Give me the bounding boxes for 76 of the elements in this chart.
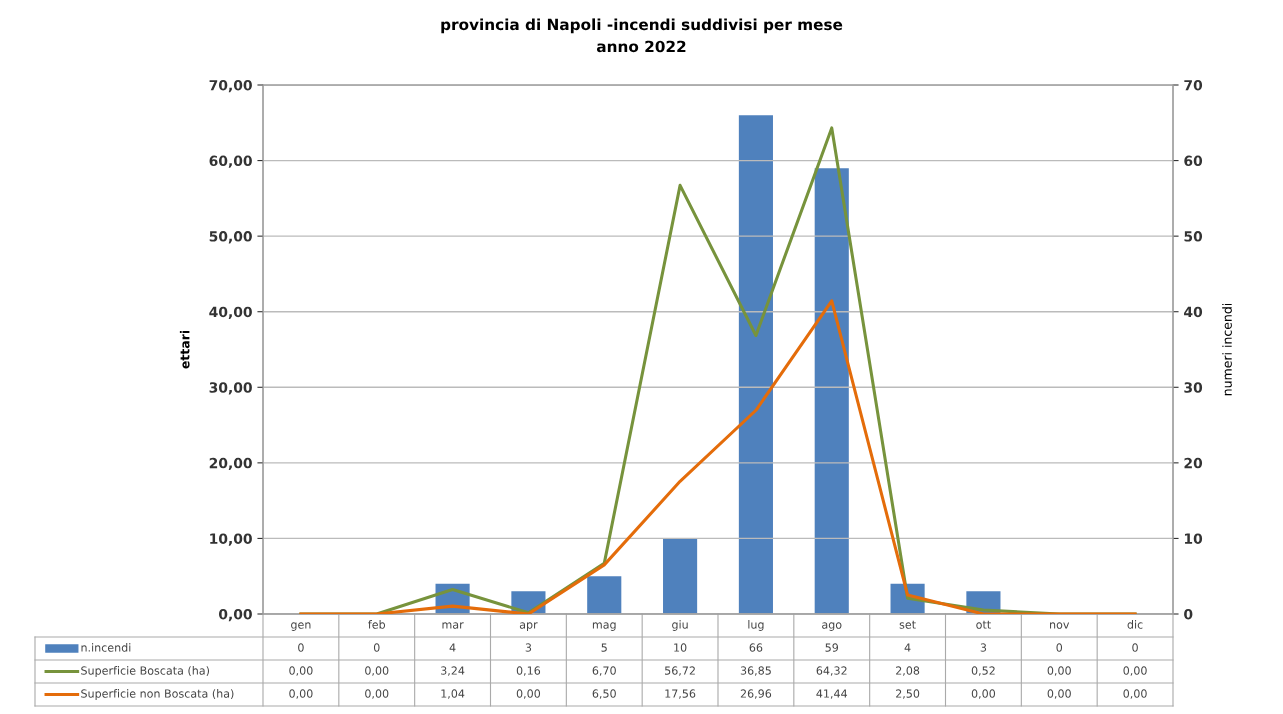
data-label: 66 — [749, 643, 763, 652]
data-label: 2,08 — [896, 666, 920, 676]
bar — [738, 115, 773, 614]
data-label: 5 — [601, 643, 607, 652]
data-label: 1,04 — [441, 689, 465, 699]
y2-tick-label: 50 — [1184, 231, 1203, 242]
x-tick-label: ott — [976, 620, 991, 629]
x-tick-label: set — [899, 620, 916, 629]
data-label: 0,16 — [516, 666, 541, 676]
data-label: 0,00 — [289, 666, 313, 676]
data-label: 17,56 — [665, 689, 696, 699]
x-tick-label: nov — [1050, 622, 1070, 629]
x-tick-label: giu — [672, 620, 688, 631]
y-axis-title: ettari — [179, 330, 190, 369]
y2-tick-label: 30 — [1184, 382, 1203, 393]
data-label: 0 — [373, 643, 380, 652]
x-tick-label: ago — [822, 622, 842, 631]
y-tick-label: 60,00 — [209, 155, 252, 168]
y-tick-label: 10,00 — [210, 533, 252, 546]
y2-tick-label: 10 — [1184, 533, 1203, 544]
data-label: 56,72 — [665, 666, 695, 676]
data-label: 3 — [980, 643, 987, 652]
data-label: 0,00 — [1123, 689, 1147, 699]
data-label: 64,32 — [816, 666, 847, 676]
data-label: 0 — [1132, 643, 1138, 652]
data-label: 2,50 — [896, 689, 920, 699]
x-tick-label: mar — [442, 622, 464, 629]
y2-tick-label: 60 — [1184, 155, 1203, 167]
data-label: 0,00 — [971, 689, 996, 699]
y-tick-label: 50,00 — [209, 231, 252, 244]
data-label: 0,52 — [971, 666, 995, 676]
y-tick-label: 20,00 — [209, 457, 252, 471]
y-tick-label: 40,00 — [209, 306, 252, 319]
x-tick-label: apr — [519, 622, 538, 631]
x-tick-label: lug — [748, 620, 764, 631]
data-label: 3 — [525, 643, 532, 652]
y2-tick-label: 70 — [1184, 79, 1203, 91]
y-tick-label: 0,00 — [218, 608, 252, 622]
y2-tick-label: 0 — [1184, 608, 1193, 620]
data-label: 0,00 — [1123, 666, 1147, 676]
data-label: 26,96 — [740, 689, 772, 699]
data-label: 6,50 — [592, 689, 616, 699]
y-tick-label: 30,00 — [209, 382, 252, 395]
data-label: 10 — [674, 643, 687, 652]
legend-label: n.incendi — [81, 643, 131, 652]
chart-title: provincia di Napoli -incendi suddivisi per mese — [441, 18, 843, 34]
data-label: 0,00 — [289, 689, 313, 699]
y2-axis-title: numeri incendi — [1222, 303, 1232, 396]
data-label: 4 — [904, 643, 911, 652]
data-label: 0 — [298, 643, 304, 652]
data-label: 59 — [825, 643, 839, 652]
data-label: 0,00 — [516, 689, 541, 699]
y2-tick-label: 20 — [1184, 457, 1203, 469]
data-label: 41,44 — [816, 689, 848, 699]
x-tick-label: dic — [1127, 620, 1143, 629]
data-label: 0,00 — [365, 666, 389, 676]
data-label: 3,24 — [441, 666, 465, 676]
data-label: 6,70 — [592, 666, 616, 676]
data-label: 36,85 — [740, 666, 771, 676]
data-label: 0,00 — [1047, 666, 1071, 676]
chart-subtitle: anno 2022 — [596, 40, 686, 53]
bar — [663, 538, 698, 614]
bar — [814, 168, 849, 614]
bar — [587, 576, 622, 614]
data-label: 0,00 — [365, 689, 389, 699]
data-label: 0 — [1056, 643, 1063, 652]
y-tick-label: 70,00 — [209, 79, 252, 93]
y2-tick-label: 40 — [1184, 306, 1203, 318]
x-tick-label: gen — [291, 622, 311, 631]
x-tick-label: mag — [592, 622, 616, 631]
data-label: 4 — [449, 643, 456, 652]
line-series — [299, 299, 1137, 614]
legend-label: Superficie non Boscata (ha) — [81, 689, 234, 700]
x-tick-label: feb — [368, 620, 386, 629]
data-label: 0,00 — [1047, 689, 1071, 699]
legend-label: Superficie Boscata (ha) — [81, 666, 210, 677]
